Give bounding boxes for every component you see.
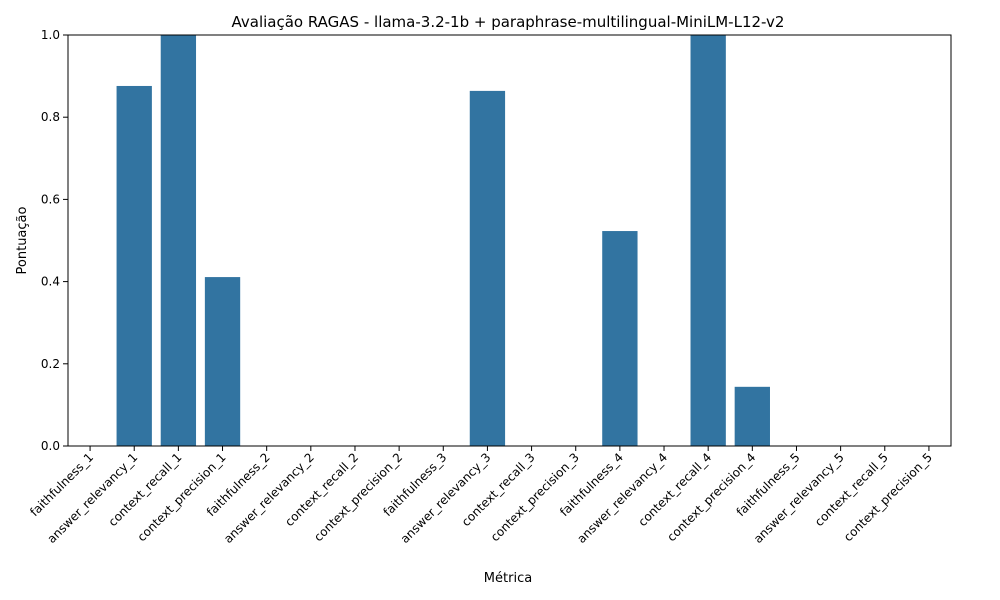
y-tick-label: 0.6 [41, 192, 60, 206]
bars-group [116, 35, 770, 447]
plot-frame [67, 34, 952, 447]
y-tick-label: 0.8 [41, 110, 60, 124]
y-axis: 0.0 0.2 0.4 0.6 0.8 1.0 [41, 28, 68, 453]
chart-title: Avaliação RAGAS - llama-3.2-1b + paraphr… [232, 13, 785, 31]
bar-faithfulness_4 [602, 231, 638, 446]
bar-context_recall_4 [690, 35, 726, 446]
y-tick-label: 0.4 [41, 275, 60, 289]
x-axis-label: Métrica [484, 571, 532, 586]
y-tick-label: 0.2 [41, 357, 60, 371]
y-tick-label: 1.0 [41, 28, 60, 42]
x-axis: faithfulness_1answer_relevancy_1context_… [27, 446, 935, 546]
bar-context_recall_1 [160, 35, 197, 446]
bar-answer_relevancy_1 [116, 85, 152, 447]
y-axis-label: Pontuação [15, 206, 30, 274]
bar-context_precision_4 [734, 386, 770, 446]
y-tick-label: 0.0 [41, 439, 60, 453]
x-tick-label: context_precision_5 [841, 450, 935, 544]
bar-context_precision_1 [204, 277, 241, 446]
bar-answer_relevancy_3 [469, 90, 506, 447]
